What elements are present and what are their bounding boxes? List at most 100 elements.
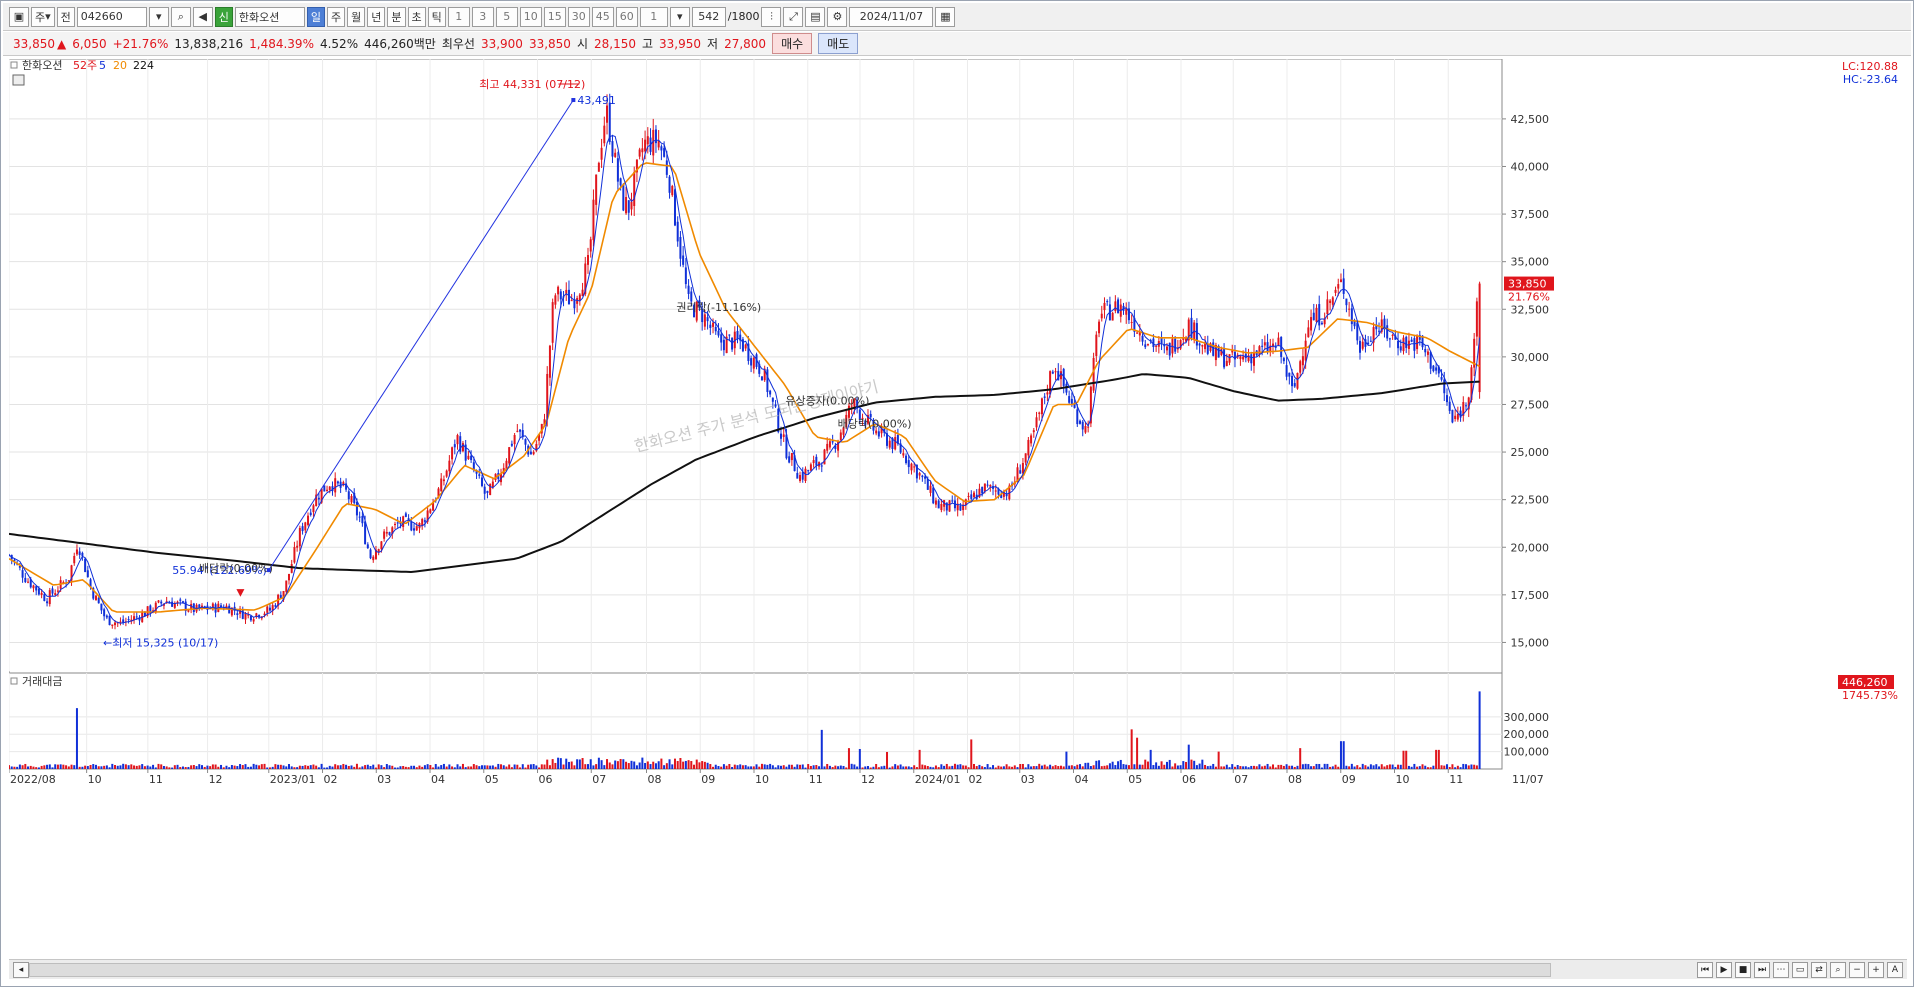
candle-body [877,431,880,437]
candle-body [304,522,307,531]
volume-bar [423,765,426,769]
candle-body [24,577,27,583]
volume-bar [983,767,986,769]
tab-interval-min[interactable]: 분 [387,6,406,27]
x-tick-label: 11 [149,773,163,786]
first-page-icon[interactable]: ⏮ [1697,961,1713,978]
candle-body [1318,304,1321,326]
candle-body [149,605,152,614]
candle-body [89,579,92,588]
volume-bar [703,761,706,769]
date-input[interactable]: 2024/11/07 [849,6,934,27]
candle-body [1021,462,1024,474]
candle-body [249,615,252,621]
interval-15[interactable]: 15 [543,6,566,27]
volume-bar [209,766,212,769]
candle-body [679,237,682,259]
interval-5[interactable]: 5 [495,6,518,27]
zoom-out-icon[interactable]: − [1849,961,1865,978]
all-button[interactable]: 전 [56,6,75,27]
candle-body [1310,317,1313,331]
candle-body [244,613,247,620]
grid-toggle-icon[interactable] [12,74,25,86]
window-menu-icon[interactable]: ▣ [9,6,29,27]
candle-body [190,603,193,610]
dropdown-icon[interactable]: ▾ [148,6,169,27]
search-icon[interactable]: ⌕ [170,6,191,27]
tab-period-year[interactable]: 년 [367,6,386,27]
compare-icon[interactable]: ⇄ [1811,961,1827,978]
candle-type-icon[interactable]: ⫶ [761,6,782,27]
candle-body [934,500,937,505]
candle-body [377,549,380,552]
price-chart[interactable]: 한화오션 52주 5 20 224 LC:120.88 HC:-23.64 한화… [9,59,1907,959]
volume-bar [807,764,810,769]
layout-icon[interactable]: ▭ [1792,961,1808,978]
volume-bar [1059,765,1062,769]
interval-60[interactable]: 60 [615,6,638,27]
save-icon[interactable]: ▤ [805,6,826,27]
interval-3[interactable]: 3 [471,6,494,27]
volume-bar [1081,766,1084,769]
tab-period-month[interactable]: 월 [347,6,366,27]
stop-icon[interactable]: ■ [1735,961,1751,978]
volume-bar [1331,766,1334,769]
play-icon[interactable]: ▶ [1716,961,1732,978]
volume-bar [804,767,807,769]
tab-interval-sec[interactable]: 초 [407,6,426,27]
volume-bar [334,764,337,769]
zoom-in-icon[interactable]: + [1868,961,1884,978]
count-input[interactable]: 542 [691,6,726,27]
zoom-icon[interactable]: ⌕ [1830,961,1846,978]
candle-body [763,368,766,381]
candle-body [198,604,201,609]
volume-bar [1214,766,1217,769]
volume-bar [1032,766,1035,769]
x-tick-label: 04 [431,773,445,786]
speaker-icon[interactable]: ◀ [192,6,213,27]
tab-interval-tick[interactable]: 틱 [427,6,446,27]
candle-body [1388,338,1391,340]
type-select[interactable]: 주 ▾ [31,6,55,27]
sell-button[interactable]: 매도 [818,33,859,54]
interval-1[interactable]: 1 [447,6,470,27]
candle-body [1163,344,1166,347]
font-icon[interactable]: A [1887,961,1903,978]
chart-scrollbar[interactable]: ◂ ⏮ ▶ ■ ⏭ ⋯ ▭ ⇄ ⌕ − + A [9,959,1907,979]
candle-body [793,455,796,472]
volume-bar [489,765,492,769]
unit-dropdown-icon[interactable]: ▾ [669,6,690,27]
candle-body [989,485,992,487]
interval-45[interactable]: 45 [591,6,614,27]
volume-bar [282,765,285,769]
buy-button[interactable]: 매수 [772,33,813,54]
drawing-tool-icon[interactable]: ⤢ [783,6,804,27]
scroll-left-icon[interactable]: ◂ [13,961,29,978]
settings-icon[interactable]: ⚙ [827,6,848,27]
volume-bar [1242,766,1245,769]
calendar-icon[interactable]: ▦ [935,6,956,27]
code-input[interactable]: 042660 [76,6,147,27]
trend-start-marker [266,568,271,573]
tab-period-day[interactable]: 일 [306,6,326,27]
volume-bar [1465,764,1468,769]
last-page-icon[interactable]: ⏭ [1754,961,1770,978]
volume-bar [872,766,875,769]
stock-name[interactable]: 한화오션 [234,6,305,27]
tab-period-week[interactable]: 주 [327,6,346,27]
unit-input[interactable]: 1 [639,6,668,27]
candle-body [546,373,549,420]
volume-bar [70,764,73,769]
volume-axis: 100,000 200,000 300,000 [1504,711,1550,759]
candle-body [959,505,962,511]
interval-30[interactable]: 30 [567,6,590,27]
volume-bar [1013,765,1016,769]
volume-bar [358,767,361,769]
interval-10[interactable]: 10 [519,6,542,27]
volume-bar [741,765,744,769]
zoom-slider-icon[interactable]: ⋯ [1773,961,1789,978]
candle-body [252,619,255,622]
candle-body [676,221,679,242]
scroll-thumb[interactable] [29,963,1551,977]
volume-bar [1138,764,1141,769]
